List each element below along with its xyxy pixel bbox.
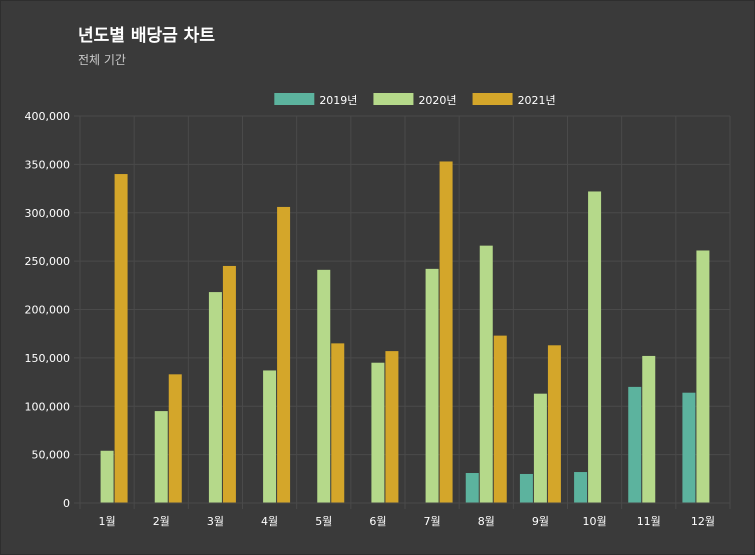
- x-tick-label: 12월: [691, 515, 715, 528]
- y-tick-label: 250,000: [25, 255, 71, 268]
- y-tick-label: 100,000: [25, 400, 71, 413]
- bar-2019년-10월[interactable]: [574, 472, 588, 503]
- bar-2020년-4월[interactable]: [263, 370, 277, 503]
- bar-2020년-10월[interactable]: [588, 191, 602, 503]
- x-tick-label: 4월: [261, 515, 278, 528]
- bar-2021년-4월[interactable]: [277, 206, 291, 503]
- legend-item[interactable]: 2020년: [373, 93, 457, 107]
- legend-item[interactable]: 2019년: [274, 93, 357, 107]
- x-tick-label: 11월: [637, 515, 661, 528]
- legend-label: 2021년: [518, 94, 556, 107]
- x-tick-label: 6월: [369, 515, 386, 528]
- bar-2020년-6월[interactable]: [371, 362, 385, 503]
- bar-2019년-9월[interactable]: [519, 473, 533, 503]
- bar-2021년-7월[interactable]: [439, 161, 453, 503]
- chart-title: 년도별 배당금 차트: [78, 26, 215, 46]
- x-tick-label: 1월: [99, 515, 116, 528]
- bar-2020년-2월[interactable]: [154, 411, 168, 503]
- bars: [100, 161, 710, 504]
- bar-2019년-11월[interactable]: [628, 386, 642, 503]
- bar-2020년-1월[interactable]: [100, 450, 114, 503]
- chart-subtitle: 전체 기간: [78, 53, 126, 67]
- bar-2021년-1월[interactable]: [114, 174, 128, 504]
- bar-2021년-3월[interactable]: [222, 265, 236, 503]
- bar-2020년-7월[interactable]: [425, 268, 439, 503]
- bar-2020년-8월[interactable]: [479, 245, 493, 503]
- x-tick-label: 2월: [153, 515, 170, 528]
- axes: 0 50,000 100,000 150,000 200,000 250,000 300,0…: [25, 110, 730, 528]
- y-tick-label: 300,000: [25, 207, 71, 220]
- y-tick-label: 0: [63, 497, 70, 510]
- x-tick-label: 5월: [315, 515, 332, 528]
- y-tick-label: 150,000: [25, 352, 71, 365]
- y-tick-label: 50,000: [32, 449, 71, 462]
- grid-lines: [79, 115, 731, 509]
- bar-2021년-6월[interactable]: [385, 351, 399, 503]
- legend-swatch: [472, 93, 513, 105]
- bar-2021년-8월[interactable]: [493, 335, 507, 503]
- bar-2021년-9월[interactable]: [547, 345, 561, 503]
- x-tick-label: 7월: [424, 515, 441, 528]
- bar-2019년-12월[interactable]: [682, 392, 696, 503]
- bar-2020년-9월[interactable]: [533, 393, 547, 503]
- legend-item[interactable]: 2021년: [472, 93, 556, 107]
- y-tick-label: 200,000: [25, 304, 71, 317]
- bar-2019년-8월[interactable]: [465, 473, 479, 503]
- bar-2020년-11월[interactable]: [642, 355, 656, 503]
- y-tick-label: 350,000: [25, 158, 71, 171]
- legend-swatch: [373, 93, 414, 105]
- legend[interactable]: 2019년 2020년 2021년: [274, 93, 556, 107]
- bar-2020년-3월[interactable]: [208, 292, 222, 503]
- y-tick-label: 400,000: [25, 110, 71, 123]
- x-tick-label: 9월: [532, 515, 549, 528]
- x-tick-label: 3월: [207, 515, 224, 528]
- bar-2020년-12월[interactable]: [696, 250, 710, 503]
- x-tick-label: 10월: [583, 515, 607, 528]
- legend-swatch: [274, 93, 315, 105]
- bar-2020년-5월[interactable]: [317, 269, 331, 503]
- legend-label: 2020년: [418, 94, 456, 107]
- x-tick-label: 8월: [478, 515, 495, 528]
- bar-2021년-5월[interactable]: [331, 343, 345, 503]
- bar-2021년-2월[interactable]: [168, 374, 182, 503]
- legend-label: 2019년: [319, 94, 357, 107]
